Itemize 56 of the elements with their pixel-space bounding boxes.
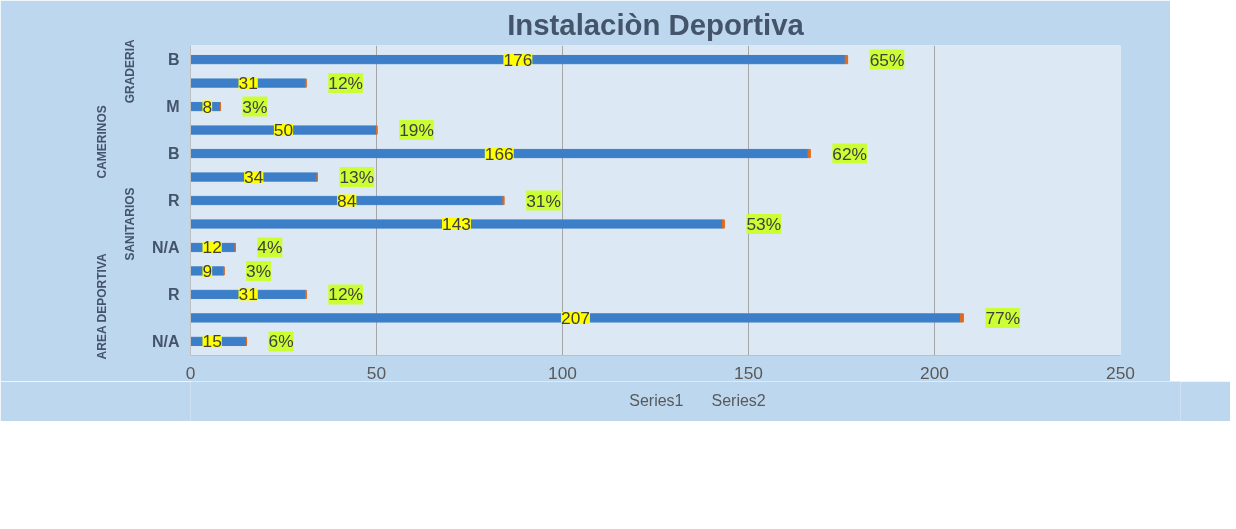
data-label: 6% — [268, 331, 294, 352]
data-label: 143 — [442, 213, 471, 234]
x-tick-label: 50 — [366, 362, 387, 383]
y-tick-label: R — [167, 285, 180, 303]
x-tick-label: 250 — [1106, 362, 1135, 383]
bar — [190, 313, 962, 323]
y-tick-label: R — [167, 192, 180, 209]
data-label: 31 — [238, 284, 258, 305]
bar — [807, 148, 811, 159]
chart-title: Instalaciòn Deportiva — [507, 7, 805, 41]
x-tick-label: 150 — [734, 362, 763, 383]
data-label: 176 — [503, 49, 533, 70]
data-label: 53% — [746, 213, 782, 234]
data-label: 3% — [246, 260, 272, 281]
data-label: 4% — [257, 237, 283, 258]
y-tick-label: N/A — [151, 332, 180, 350]
data-label: 62% — [832, 143, 868, 164]
data-label: 12% — [328, 284, 363, 305]
y-tick-label: M — [166, 98, 180, 116]
data-label: 31% — [526, 190, 561, 211]
x-tick-label: 200 — [920, 362, 949, 383]
text: SANITARIOS — [123, 187, 138, 261]
data-label: 8 — [202, 96, 213, 117]
text: GRADERIA — [123, 39, 138, 104]
data-label: 77% — [985, 307, 1021, 328]
bar — [190, 78, 307, 88]
data-label: 31 — [238, 73, 258, 94]
y-tick-label: B — [167, 51, 180, 69]
data-label: 207 — [561, 307, 590, 328]
data-label: 65% — [869, 49, 905, 70]
data-label: 13% — [339, 167, 375, 188]
text: Series1 — [629, 392, 684, 410]
data-label: 84 — [337, 190, 357, 211]
text: Series2 — [711, 392, 766, 410]
x-tick-label: 0 — [185, 362, 196, 383]
data-label: 12 — [202, 237, 222, 258]
data-label: 19% — [399, 120, 434, 141]
text: AREA DEPORTIVA — [95, 253, 110, 360]
data-label: 15 — [202, 331, 222, 352]
data-label: 166 — [484, 143, 514, 164]
x-tick-label: 100 — [548, 362, 577, 383]
text: CAMERINOS — [95, 105, 110, 179]
data-label: 50 — [273, 120, 294, 141]
data-label: 12% — [328, 73, 363, 94]
bar — [190, 125, 377, 135]
bar — [190, 195, 504, 206]
bar — [190, 54, 846, 65]
y-tick-label: B — [167, 145, 180, 163]
bar — [960, 313, 964, 323]
bar — [190, 172, 318, 182]
data-label: 34 — [244, 167, 264, 188]
y-tick-label: N/A — [151, 238, 180, 256]
bar — [190, 148, 809, 159]
data-label: 9 — [202, 260, 213, 281]
bar — [190, 219, 723, 229]
data-label: 3% — [242, 96, 268, 117]
